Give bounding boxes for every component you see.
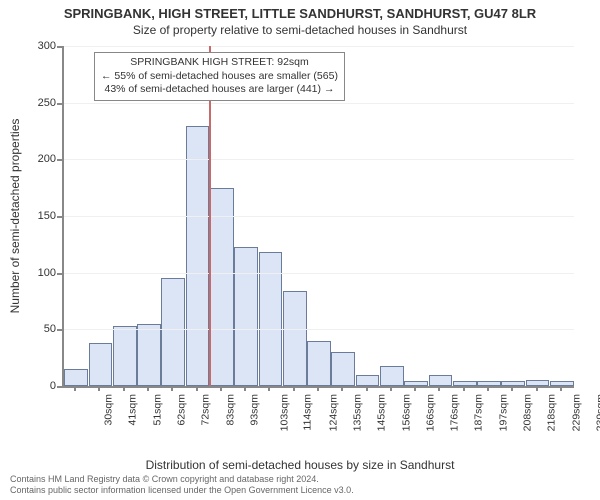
annotation-line2: ← 55% of semi-detached houses are smalle…	[101, 70, 338, 84]
xtick-label: 218sqm	[546, 394, 558, 431]
xtick-label: 93sqm	[248, 394, 260, 426]
bar	[234, 247, 258, 386]
ytick-mark	[57, 386, 62, 388]
footer-attribution: Contains HM Land Registry data © Crown c…	[10, 474, 354, 496]
gridline	[64, 216, 574, 217]
bar	[356, 375, 380, 386]
bar	[307, 341, 331, 386]
xtick-mark	[487, 386, 489, 391]
gridline	[64, 159, 574, 160]
xtick-mark	[268, 386, 270, 391]
bar	[137, 324, 161, 386]
xtick-label: 124sqm	[327, 394, 339, 431]
bar	[186, 126, 210, 386]
xtick-mark	[171, 386, 173, 391]
ytick-mark	[57, 216, 62, 218]
bar	[380, 366, 404, 386]
chart-subtitle: Size of property relative to semi-detach…	[0, 21, 600, 37]
xtick-label: 208sqm	[521, 394, 533, 431]
ytick-label: 250	[16, 97, 56, 109]
annotation-box: SPRINGBANK HIGH STREET: 92sqm← 55% of se…	[94, 52, 345, 101]
xtick-label: 187sqm	[473, 394, 485, 431]
xtick-mark	[98, 386, 100, 391]
xtick-label: 62sqm	[176, 394, 188, 426]
xtick-mark	[390, 386, 392, 391]
xtick-mark	[220, 386, 222, 391]
xtick-mark	[560, 386, 562, 391]
xtick-label: 145sqm	[376, 394, 388, 431]
chart-container: SPRINGBANK, HIGH STREET, LITTLE SANDHURS…	[0, 0, 600, 500]
ytick-label: 300	[16, 40, 56, 52]
xtick-mark	[147, 386, 149, 391]
xtick-label: 156sqm	[400, 394, 412, 431]
footer-line1: Contains HM Land Registry data © Crown c…	[10, 474, 354, 485]
xtick-mark	[414, 386, 416, 391]
xtick-mark	[123, 386, 125, 391]
xtick-label: 229sqm	[570, 394, 582, 431]
gridline	[64, 329, 574, 330]
bar	[429, 375, 453, 386]
xtick-label: 41sqm	[127, 394, 139, 426]
footer-line2: Contains public sector information licen…	[10, 485, 354, 496]
xtick-mark	[317, 386, 319, 391]
xtick-mark	[293, 386, 295, 391]
xtick-label: 239sqm	[594, 394, 600, 431]
xtick-label: 197sqm	[497, 394, 509, 431]
xtick-mark	[341, 386, 343, 391]
xtick-mark	[463, 386, 465, 391]
ytick-label: 200	[16, 153, 56, 165]
bar	[210, 188, 234, 386]
ytick-mark	[57, 159, 62, 161]
ytick-label: 100	[16, 267, 56, 279]
bar	[550, 381, 574, 386]
x-axis-label: Distribution of semi-detached houses by …	[0, 458, 600, 472]
ytick-mark	[57, 46, 62, 48]
bar	[161, 278, 185, 386]
xtick-label: 114sqm	[302, 394, 314, 431]
gridline	[64, 273, 574, 274]
chart-title: SPRINGBANK, HIGH STREET, LITTLE SANDHURS…	[0, 0, 600, 21]
xtick-mark	[438, 386, 440, 391]
xtick-mark	[366, 386, 368, 391]
gridline	[64, 103, 574, 104]
xtick-label: 83sqm	[224, 394, 236, 426]
xtick-mark	[511, 386, 513, 391]
xtick-mark	[536, 386, 538, 391]
annotation-line3: 43% of semi-detached houses are larger (…	[101, 83, 338, 97]
ytick-mark	[57, 103, 62, 105]
gridline	[64, 46, 574, 47]
xtick-label: 176sqm	[449, 394, 461, 431]
xtick-label: 30sqm	[103, 394, 115, 426]
ytick-label: 150	[16, 210, 56, 222]
ytick-mark	[57, 273, 62, 275]
bar	[283, 291, 307, 386]
annotation-line1: SPRINGBANK HIGH STREET: 92sqm	[101, 56, 338, 70]
xtick-mark	[244, 386, 246, 391]
bar	[89, 343, 113, 386]
xtick-mark	[196, 386, 198, 391]
xtick-label: 103sqm	[279, 394, 291, 431]
plot-area: SPRINGBANK HIGH STREET: 92sqm← 55% of se…	[62, 46, 574, 388]
ytick-label: 50	[16, 323, 56, 335]
xtick-label: 51sqm	[151, 394, 163, 426]
ytick-label: 0	[16, 380, 56, 392]
bar	[64, 369, 88, 386]
ytick-mark	[57, 329, 62, 331]
bar	[113, 326, 137, 386]
xtick-mark	[74, 386, 76, 391]
bar	[331, 352, 355, 386]
bar	[453, 381, 477, 386]
xtick-label: 135sqm	[351, 394, 363, 431]
xtick-label: 166sqm	[424, 394, 436, 431]
xtick-label: 72sqm	[200, 394, 212, 426]
